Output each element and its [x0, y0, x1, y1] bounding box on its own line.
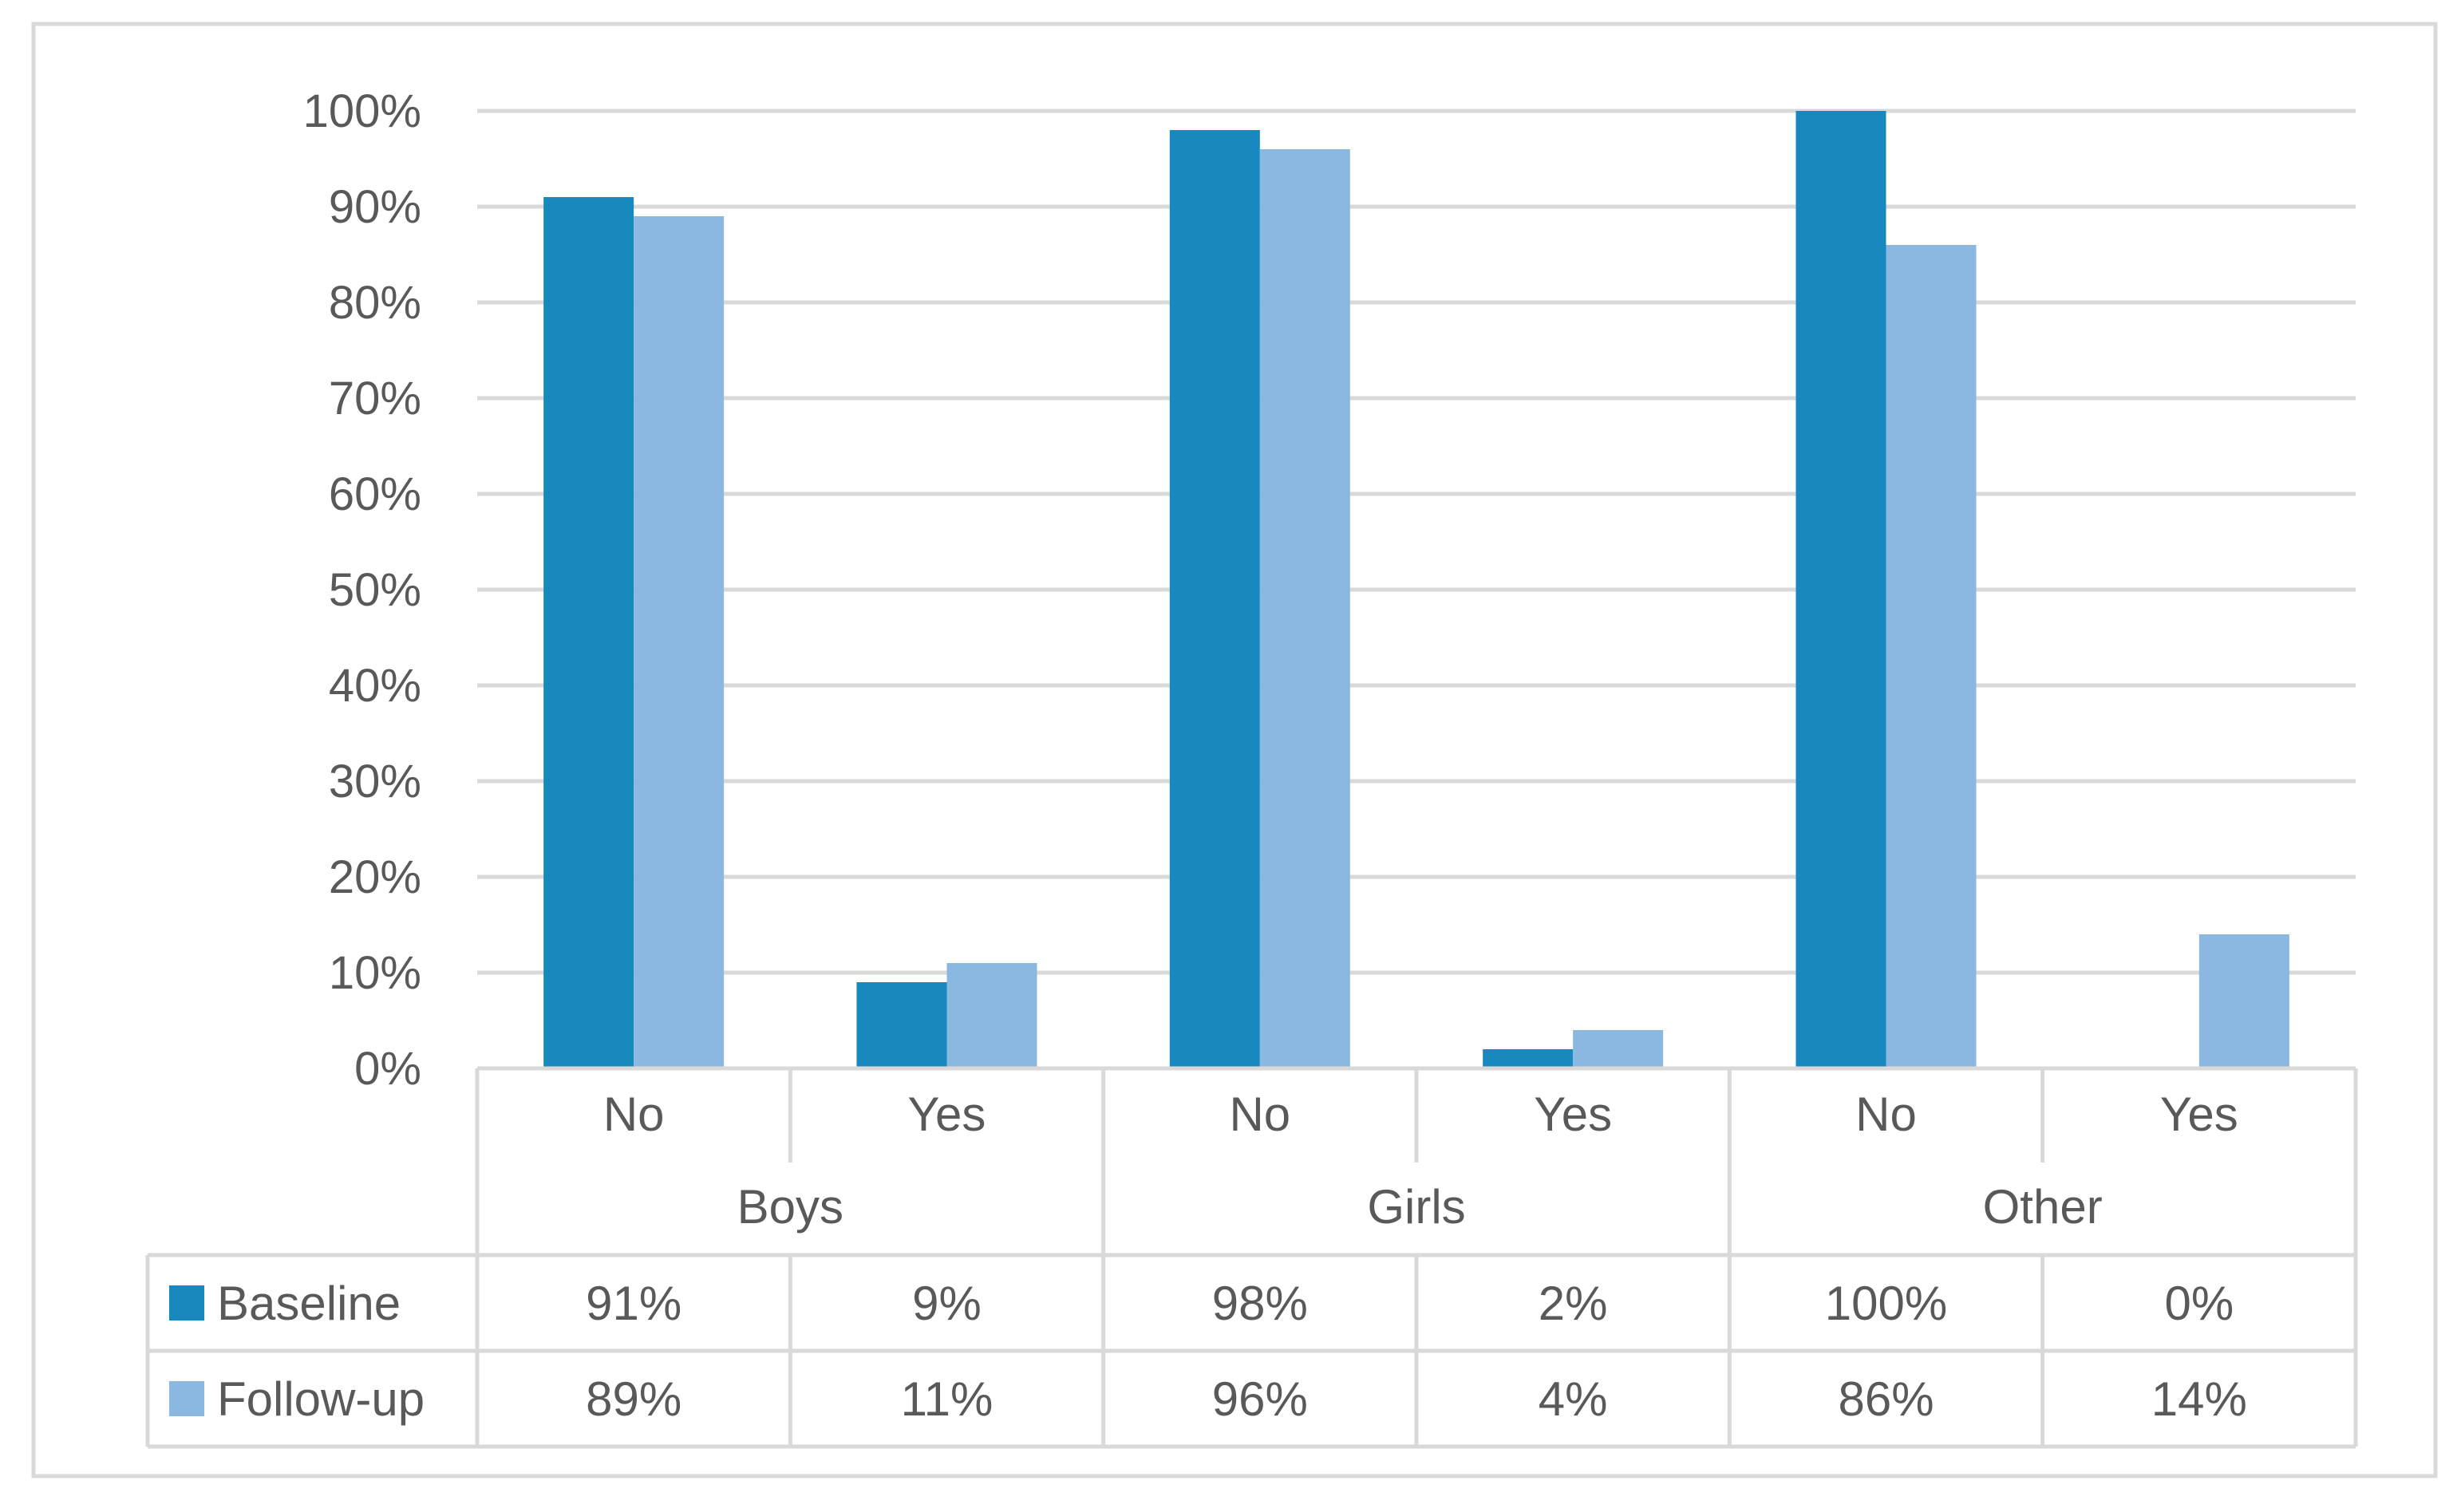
y-tick-label: 70% [329, 373, 421, 424]
y-tick-label: 40% [329, 660, 421, 712]
legend-key-baseline [169, 1285, 204, 1321]
x-group-label: Girls [1367, 1180, 1465, 1234]
x-group-label: Boys [737, 1180, 843, 1234]
x-category-label: No [1855, 1088, 1917, 1141]
x-category-label: Yes [1534, 1088, 1612, 1141]
data-table-value: 14% [2151, 1372, 2247, 1426]
data-table-value: 96% [1212, 1372, 1308, 1426]
bar-baseline-4 [1795, 111, 1886, 1068]
x-group-label: Other [1983, 1180, 2103, 1234]
data-table-value: 9% [912, 1277, 982, 1330]
bar-follow-up-5 [2198, 934, 2289, 1068]
x-category-label: Yes [2160, 1088, 2238, 1141]
y-tick-label: 50% [329, 564, 421, 616]
bar-follow-up-4 [1886, 245, 1977, 1068]
y-tick-label: 100% [303, 85, 421, 137]
legend-key-follow-up [169, 1381, 204, 1416]
bar-baseline-2 [1169, 130, 1260, 1068]
x-category-label: No [603, 1088, 665, 1141]
x-category-label: No [1229, 1088, 1290, 1141]
y-tick-label: 80% [329, 277, 421, 329]
data-table-value: 2% [1539, 1277, 1608, 1330]
data-table-value: 91% [586, 1277, 681, 1330]
legend-label: Follow-up [217, 1372, 425, 1426]
data-table-value: 86% [1838, 1372, 1934, 1426]
bar-baseline-0 [543, 197, 634, 1068]
data-table-value: 0% [2164, 1277, 2234, 1330]
bar-follow-up-2 [1259, 149, 1350, 1068]
y-tick-label: 10% [329, 947, 421, 999]
data-table-value: 4% [1539, 1372, 1608, 1426]
data-table-value: 11% [901, 1372, 993, 1426]
data-table-value: 98% [1212, 1277, 1308, 1330]
legend-label: Baseline [217, 1277, 401, 1330]
bar-baseline-3 [1483, 1049, 1574, 1068]
data-table-value: 89% [586, 1372, 681, 1426]
y-tick-label: 0% [354, 1043, 421, 1095]
bar-follow-up-0 [634, 216, 725, 1068]
data-table-value: 100% [1825, 1277, 1947, 1330]
y-tick-label: 30% [329, 756, 421, 807]
y-tick-label: 90% [329, 181, 421, 233]
bar-follow-up-1 [946, 963, 1037, 1068]
x-category-label: Yes [908, 1088, 986, 1141]
y-tick-label: 60% [329, 468, 421, 520]
bar-follow-up-3 [1573, 1030, 1664, 1068]
bar-baseline-1 [856, 982, 947, 1068]
y-tick-label: 20% [329, 851, 421, 903]
